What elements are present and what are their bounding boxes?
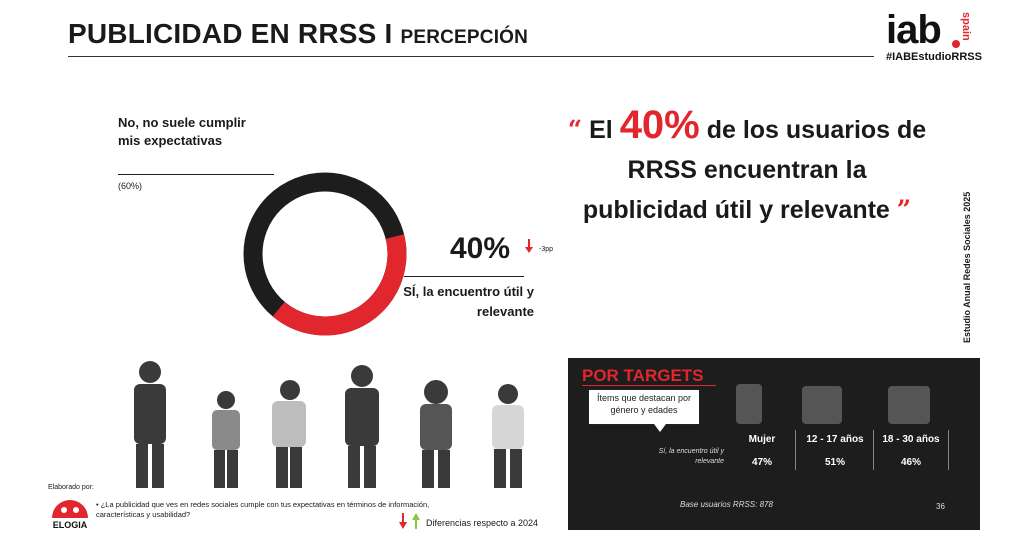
no-answer-percent: (60%) xyxy=(118,181,143,191)
donut-yes-segment xyxy=(243,172,407,336)
quote-after: de los usuarios de RRSS encuentran la pu… xyxy=(582,116,927,224)
bullet: • xyxy=(96,500,101,509)
teens-thumbnail-image xyxy=(802,386,842,424)
change-legend-label: Diferencias respecto a 2024 xyxy=(426,518,539,528)
logo-text: iab xyxy=(886,8,942,52)
title-main: PUBLICIDAD EN RRSS I xyxy=(68,18,393,49)
title-sub: PERCEPCIÓN xyxy=(400,27,529,48)
yes-answer-leader-line xyxy=(404,276,524,277)
survey-question: • ¿La publicidad que ves en redes social… xyxy=(96,500,436,520)
target-col-mujer: Mujer 47% xyxy=(734,434,790,468)
target-col-header: Mujer xyxy=(748,434,776,445)
highlight-quote: “ El 40% de los usuarios de RRSS encuent… xyxy=(562,105,932,230)
page-title: PUBLICIDAD EN RRSS I PERCEPCIÓN xyxy=(68,18,528,50)
iab-spain-logo: iab spain xyxy=(886,6,978,66)
no-answer-label: No, no suele cumplir mis expectativas xyxy=(118,115,246,148)
base-note: Base usuarios RRSS: 878 xyxy=(680,500,773,509)
target-col-value: 47% xyxy=(751,457,772,468)
target-col-value: 51% xyxy=(824,457,845,468)
target-col-12-17: 12 - 17 años 51% xyxy=(798,434,872,468)
target-col-header: 18 - 30 años xyxy=(882,434,940,445)
title-divider xyxy=(68,56,874,57)
change-arrows-icon xyxy=(399,513,420,529)
page-number: 36 xyxy=(936,502,945,511)
column-divider xyxy=(948,430,949,470)
hashtag: #IABEstudioRRSS xyxy=(886,51,982,63)
woman-thumbnail-image xyxy=(736,384,762,424)
people-using-phones-image xyxy=(134,361,524,488)
logo-sub: spain xyxy=(960,12,972,41)
elaborado-label: Elaborado por: xyxy=(48,484,94,491)
target-col-value: 46% xyxy=(900,457,921,468)
elogia-wordmark: ELOGIA xyxy=(53,520,88,530)
targets-callout: Ítems que destacan por género y edades xyxy=(588,389,700,425)
yes-change: -3pp xyxy=(539,246,554,253)
column-divider xyxy=(873,430,874,470)
no-answer-leader-line xyxy=(118,174,274,175)
column-divider xyxy=(795,430,796,470)
targets-row-label: Sí, la encuentro útil y relevante xyxy=(658,448,724,465)
open-quote-mark: “ xyxy=(567,115,583,144)
survey-question-text: ¿La publicidad que ves en redes sociales… xyxy=(96,500,430,519)
yes-answer-label: SÍ, la encuentro útil y relevante xyxy=(403,284,534,319)
targets-title: POR TARGETS xyxy=(582,366,704,385)
elogia-logo: ELOGIA xyxy=(52,500,88,530)
target-col-header: 12 - 17 años xyxy=(806,434,864,445)
close-quote-mark: ” xyxy=(896,195,912,224)
logo-dot xyxy=(952,40,960,48)
target-col-18-30: 18 - 30 años 46% xyxy=(876,434,946,468)
yes-percent: 40% xyxy=(450,232,511,265)
callout-tail xyxy=(654,424,666,432)
young-adults-thumbnail-image xyxy=(888,386,930,424)
quote-before: El xyxy=(589,116,613,144)
quote-highlight: 40% xyxy=(619,103,700,147)
vertical-study-label: Estudio Anual Redes Sociales 2025 xyxy=(962,191,972,343)
targets-title-underline xyxy=(582,385,716,386)
arrow-down-icon xyxy=(525,239,533,253)
donut-chart xyxy=(243,172,407,336)
